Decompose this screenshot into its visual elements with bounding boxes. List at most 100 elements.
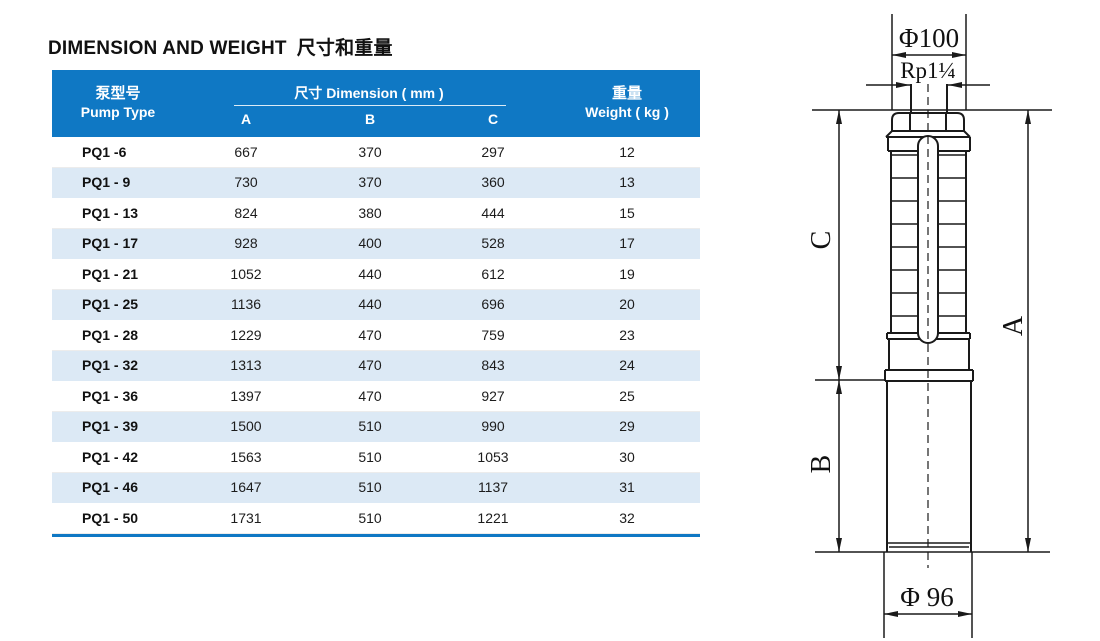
dimension-header: 尺寸 Dimension ( mm ) A B C (184, 70, 554, 137)
pump-model: PQ1 - 36 (82, 387, 139, 404)
coupling-step (884, 369, 974, 382)
pump-model: PQ1 - 25 (82, 296, 139, 313)
dim-a-value: 1647 (230, 479, 262, 496)
pump-model: PQ1 -6 (82, 143, 127, 160)
table-body: PQ1 -6 667 370 297 12 PQ1 - 9 730 370 36… (52, 137, 700, 534)
title-zh: 尺寸和重量 (296, 38, 393, 59)
table-row: PQ1 - 32 1313 470 843 24 (52, 350, 700, 381)
weight-header-zh: 重量 (611, 85, 642, 102)
dim-b-value: 510 (358, 479, 382, 496)
weight-value: 23 (619, 326, 635, 343)
label-top-diameter: Φ100 (899, 23, 959, 53)
weight-value: 32 (619, 509, 635, 526)
dim-c-value: 759 (481, 326, 505, 343)
dimension-weight-table: 泵型号 Pump Type 尺寸 Dimension ( mm ) A B C … (52, 70, 700, 537)
label-dim-b: B (806, 455, 837, 474)
dim-c-value: 297 (481, 143, 505, 160)
pump-body (884, 84, 974, 552)
weight-value: 15 (619, 204, 635, 221)
dimension-subcolumns: A B C (184, 111, 554, 133)
pump-model: PQ1 - 28 (82, 326, 139, 343)
column-c-header: C (487, 111, 499, 127)
weight-header: 重量 Weight ( kg ) (554, 70, 700, 137)
dim-b-value: 470 (358, 357, 382, 374)
pump-model: PQ1 - 46 (82, 479, 139, 496)
dim-a-value: 1229 (230, 326, 262, 343)
weight-value: 13 (619, 174, 635, 191)
table-row: PQ1 - 13 824 380 444 15 (52, 198, 700, 229)
table-row: PQ1 - 50 1731 510 1221 32 (52, 503, 700, 534)
dim-a-value: 1500 (230, 418, 262, 435)
dim-b-value: 510 (358, 448, 382, 465)
dim-b-value: 440 (358, 265, 382, 282)
motor-section (886, 381, 972, 552)
dim-a-value: 1563 (230, 448, 262, 465)
pump-type-header-zh: 泵型号 (95, 85, 141, 102)
dim-b-value: 470 (358, 387, 382, 404)
dim-b-value: 440 (358, 296, 382, 313)
dim-a-value: 730 (234, 174, 258, 191)
label-thread: Rp1¼ (900, 58, 956, 83)
table-row: PQ1 - 9 730 370 360 13 (52, 167, 700, 198)
dim-b-value: 470 (358, 326, 382, 343)
pump-model: PQ1 - 42 (82, 448, 139, 465)
weight-value: 24 (619, 357, 635, 374)
pump-model: PQ1 - 9 (82, 174, 131, 191)
pump-model: PQ1 - 17 (82, 235, 139, 252)
table-row: PQ1 - 39 1500 510 990 29 (52, 411, 700, 442)
dim-c-value: 1221 (477, 509, 509, 526)
pump-outline-drawing: Φ100 Rp1¼ C A B Φ 96 (806, 14, 1052, 638)
weight-value: 12 (619, 143, 635, 160)
weight-value: 30 (619, 448, 635, 465)
column-a-header: A (240, 111, 252, 127)
dimension-header-rule (234, 105, 506, 106)
label-dim-c: C (806, 231, 837, 250)
dim-c-value: 528 (481, 235, 505, 252)
motor-end-bands (887, 542, 971, 548)
weight-value: 19 (619, 265, 635, 282)
weight-header-en: Weight ( kg ) (585, 104, 669, 120)
pump-model: PQ1 - 21 (82, 265, 139, 282)
dim-c-value: 444 (481, 204, 505, 221)
dim-a-value: 1397 (230, 387, 262, 404)
table-row: PQ1 - 36 1397 470 927 25 (52, 381, 700, 412)
dim-c-value: 696 (481, 296, 505, 313)
weight-value: 20 (619, 296, 635, 313)
dim-c-value: 360 (481, 174, 505, 191)
label-dim-a: A (998, 315, 1029, 336)
pump-model: PQ1 - 13 (82, 204, 139, 221)
dim-c-value: 612 (481, 265, 505, 282)
dim-c-value: 990 (481, 418, 505, 435)
pump-type-header: 泵型号 Pump Type (52, 70, 184, 137)
dim-a-value: 928 (234, 235, 258, 252)
weight-value: 31 (619, 479, 635, 496)
dim-b-value: 400 (358, 235, 382, 252)
dim-b-value: 510 (358, 509, 382, 526)
stage-section (890, 151, 967, 333)
pump-model: PQ1 - 50 (82, 509, 139, 526)
dim-b-value: 370 (358, 174, 382, 191)
dim-c-value: 1053 (477, 448, 509, 465)
discharge-stub (910, 84, 948, 113)
dim-a-value: 1052 (230, 265, 262, 282)
hex-nut (891, 112, 965, 132)
label-bottom-diameter: Φ 96 (900, 582, 954, 612)
dim-a-value: 824 (234, 204, 258, 221)
pump-model: PQ1 - 39 (82, 418, 139, 435)
dim-a-value: 667 (234, 143, 258, 160)
page-title: DIMENSION AND WEIGHT 尺寸和重量 (48, 33, 393, 60)
dim-b-value: 510 (358, 418, 382, 435)
dim-a-value: 1313 (230, 357, 262, 374)
table-row: PQ1 - 25 1136 440 696 20 (52, 289, 700, 320)
dim-b-value: 380 (358, 204, 382, 221)
pump-type-header-en: Pump Type (80, 104, 156, 120)
dimension-lines (836, 52, 1031, 617)
dim-c-value: 927 (481, 387, 505, 404)
dim-c-value: 843 (481, 357, 505, 374)
dim-a-value: 1731 (230, 509, 262, 526)
table-row: PQ1 - 17 928 400 528 17 (52, 228, 700, 259)
weight-value: 17 (619, 235, 635, 252)
table-row: PQ1 - 28 1229 470 759 23 (52, 320, 700, 351)
weight-value: 29 (619, 418, 635, 435)
